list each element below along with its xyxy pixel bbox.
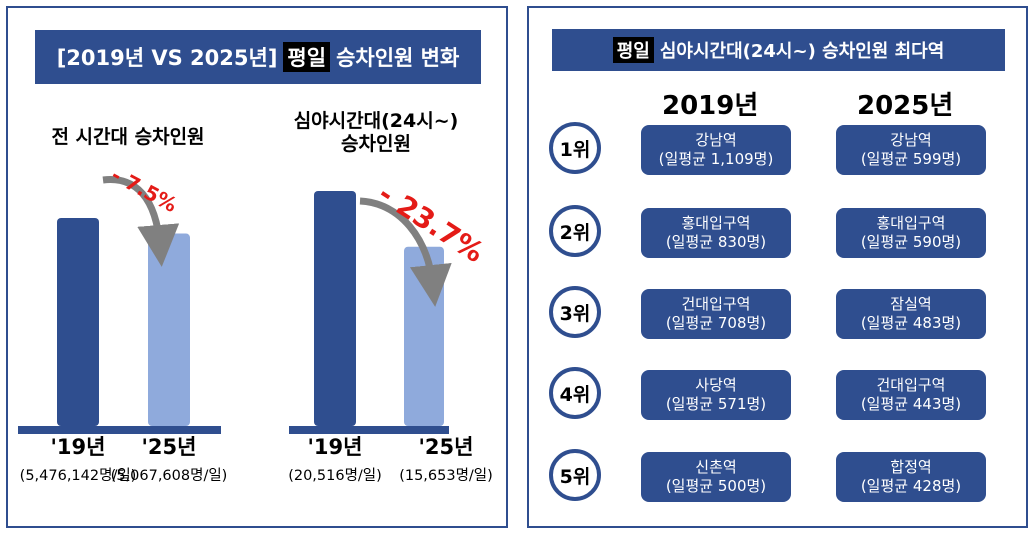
station-card-y2019: 사당역 (일평균 571명) xyxy=(641,370,791,420)
title-prefix: [2019년 VS 2025년] xyxy=(56,46,278,70)
title-suffix: 심야시간대(24시~) 승차인원 최다역 xyxy=(659,41,945,62)
average-count: 443명) xyxy=(912,395,962,413)
station-card-y2025: 잠실역 (일평균 483명) xyxy=(836,289,986,339)
title-highlight: 평일 xyxy=(612,37,654,63)
average-prefix: (일평균 xyxy=(860,477,909,495)
station-card-y2019: 신촌역 (일평균 500명) xyxy=(641,452,791,502)
chart1-decrease-arrow xyxy=(102,176,180,267)
rank-badge: 3위 xyxy=(549,286,601,338)
chart1-bar-2025 xyxy=(148,233,190,426)
chart2-title-line2: 승차인원 xyxy=(341,133,411,155)
station-average: (일평균 483명) xyxy=(861,314,961,333)
station-average: (일평균 443명) xyxy=(861,395,961,414)
bar-charts: '19년 (5,476,142명/일) '25년 (5,067,608명/일) - 7.… xyxy=(18,163,493,484)
chart1-bar-sublabel: (5,476,142명/일) xyxy=(20,467,137,484)
average-count: 1,109명) xyxy=(710,150,774,168)
chart2-bar-2025 xyxy=(404,246,444,426)
chart1-bar-label: '19년 xyxy=(51,435,106,459)
station-card-y2025: 건대입구역 (일평균 443명) xyxy=(836,370,986,420)
station-average: (일평균 428명) xyxy=(861,477,961,496)
average-count: 599명) xyxy=(912,150,962,168)
chart1-change-label: - 7.5% xyxy=(107,163,181,217)
rank-badge: 2위 xyxy=(549,205,601,257)
chart1-title: 전 시간대 승차인원 xyxy=(28,126,228,149)
station-name: 합정역 xyxy=(890,458,932,476)
left-panel: [2019년 VS 2025년] 평일 승차인원 변화 전 시간대 승차인원 심… xyxy=(6,6,508,528)
station-name: 홍대입구역 xyxy=(876,214,946,232)
average-prefix: (일평균 xyxy=(860,150,909,168)
rank-badge: 4위 xyxy=(549,367,601,419)
chart2-bar-label: '25년 xyxy=(419,435,474,459)
station-average: (일평균 571명) xyxy=(666,395,766,414)
station-average: (일평균 708명) xyxy=(666,314,766,333)
chart1-bar-2019 xyxy=(57,218,99,426)
right-panel: 평일 심야시간대(24시~) 승차인원 최다역 2019년 2025년 1위 강남… xyxy=(527,6,1028,528)
title-suffix: 승차인원 변화 xyxy=(336,46,460,70)
left-panel-title: [2019년 VS 2025년] 평일 승차인원 변화 xyxy=(35,30,481,84)
station-card-y2025: 강남역 (일평균 599명) xyxy=(836,125,986,175)
chart2-decrease-arrow xyxy=(359,197,452,307)
station-card-y2019: 강남역 (일평균 1,109명) xyxy=(641,125,791,175)
chart2-title-line1: 심야시간대(24시~) xyxy=(293,110,459,132)
station-average: (일평균 500명) xyxy=(666,477,766,496)
average-prefix: (일평균 xyxy=(860,233,909,251)
chart2-bar-2019 xyxy=(314,191,356,426)
chart1-title-line: 전 시간대 승차인원 xyxy=(51,126,205,148)
station-average: (일평균 830명) xyxy=(666,233,766,252)
chart1-bar-sublabel: (5,067,608명/일) xyxy=(111,467,228,484)
title-highlight: 평일 xyxy=(283,42,331,72)
station-name: 강남역 xyxy=(890,131,932,149)
station-name: 건대입구역 xyxy=(681,295,751,313)
station-average: (일평균 599명) xyxy=(861,150,961,169)
station-card-y2025: 홍대입구역 (일평균 590명) xyxy=(836,208,986,258)
average-count: 708명) xyxy=(717,314,767,332)
chart1-bar-label: '25년 xyxy=(142,435,197,459)
year-header-2019: 2019년 xyxy=(662,91,759,121)
station-name: 홍대입구역 xyxy=(681,214,751,232)
chart2-bar-label: '19년 xyxy=(308,435,363,459)
average-count: 571명) xyxy=(717,395,767,413)
average-count: 500명) xyxy=(717,477,767,495)
station-name: 잠실역 xyxy=(890,295,932,313)
rank-badge: 1위 xyxy=(549,122,601,174)
average-prefix: (일평균 xyxy=(658,150,706,168)
station-average: (일평균 590명) xyxy=(861,233,961,252)
station-average: (일평균 1,109명) xyxy=(659,150,774,169)
average-prefix: (일평균 xyxy=(860,395,909,413)
chart2-bar-sublabel: (15,653명/일) xyxy=(399,467,493,484)
average-prefix: (일평균 xyxy=(860,314,909,332)
station-name: 강남역 xyxy=(695,131,737,149)
average-prefix: (일평균 xyxy=(665,233,714,251)
average-count: 830명) xyxy=(717,233,767,251)
station-name: 건대입구역 xyxy=(876,376,946,394)
station-name: 신촌역 xyxy=(695,458,737,476)
station-name: 사당역 xyxy=(695,376,737,394)
average-count: 483명) xyxy=(912,314,962,332)
year-header-2025: 2025년 xyxy=(857,91,954,121)
station-card-y2025: 합정역 (일평균 428명) xyxy=(836,452,986,502)
station-card-y2019: 홍대입구역 (일평균 830명) xyxy=(641,208,791,258)
rank-badge: 5위 xyxy=(549,449,601,501)
average-prefix: (일평균 xyxy=(665,477,714,495)
average-count: 590명) xyxy=(912,233,962,251)
station-card-y2019: 건대입구역 (일평균 708명) xyxy=(641,289,791,339)
average-prefix: (일평균 xyxy=(665,395,714,413)
chart2-title: 심야시간대(24시~) 승차인원 xyxy=(276,110,476,156)
right-panel-title: 평일 심야시간대(24시~) 승차인원 최다역 xyxy=(552,29,1005,71)
average-prefix: (일평균 xyxy=(665,314,714,332)
average-count: 428명) xyxy=(912,477,962,495)
chart2-bar-sublabel: (20,516명/일) xyxy=(288,467,382,484)
